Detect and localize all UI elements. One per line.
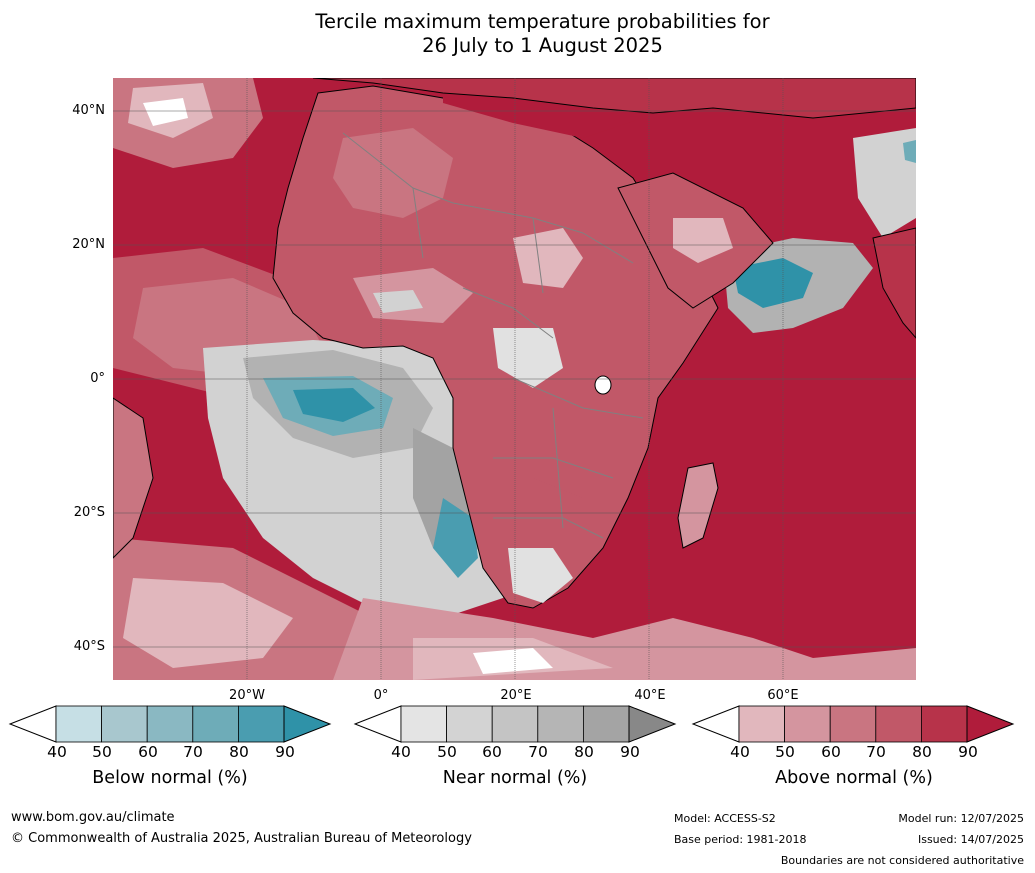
cbar-tick: 60 bbox=[482, 743, 502, 761]
iran-below bbox=[903, 140, 916, 163]
iran-near bbox=[853, 128, 916, 238]
europe-coast bbox=[312, 78, 916, 119]
base-period-text: Base period: 1981-2018 bbox=[674, 833, 807, 846]
lat-label-40s: 40°S bbox=[73, 639, 105, 654]
cbar-tick: 70 bbox=[528, 743, 548, 761]
colorbar-near-svg bbox=[353, 705, 677, 743]
arabian-sea-below bbox=[733, 258, 813, 308]
south-atlantic-below-strong bbox=[293, 388, 375, 422]
colorbar-above bbox=[691, 705, 1015, 743]
lon-label-20e: 20°E bbox=[500, 688, 532, 703]
lon-label-20w: 20°W bbox=[229, 688, 265, 703]
colorbar-segment bbox=[738, 705, 785, 743]
issued-text: Issued: 14/07/2025 bbox=[917, 833, 1024, 846]
colorbar-segment bbox=[875, 705, 922, 743]
atlantic-north-white bbox=[143, 98, 188, 126]
title-line-2: 26 July to 1 August 2025 bbox=[422, 34, 663, 57]
colorbar-segment bbox=[784, 705, 831, 743]
colorbar-over-arrow bbox=[966, 705, 1015, 743]
lat-label-20n: 20°N bbox=[72, 237, 105, 252]
colorbar-near bbox=[353, 705, 677, 743]
cbar-tick: 40 bbox=[730, 743, 750, 761]
cbar-tick: 90 bbox=[958, 743, 978, 761]
country-borders bbox=[342, 132, 644, 539]
lake-victoria bbox=[594, 375, 612, 395]
sahara-west-patch bbox=[333, 128, 453, 218]
madagascar bbox=[677, 462, 719, 549]
colorbar-over-arrow bbox=[628, 705, 677, 743]
colorbar-segment bbox=[829, 705, 877, 743]
west-africa-near bbox=[373, 290, 423, 313]
probability-map bbox=[113, 78, 916, 680]
colorbar-segment bbox=[192, 705, 239, 743]
colorbar-segment bbox=[920, 705, 968, 743]
website-link[interactable]: www.bom.gov.au/climate bbox=[11, 810, 175, 825]
cbar-tick: 70 bbox=[183, 743, 203, 761]
cbar-tick: 90 bbox=[275, 743, 295, 761]
colorbar-under-arrow bbox=[353, 705, 402, 743]
central-africa-near bbox=[493, 328, 563, 388]
colorbar-segment bbox=[491, 705, 539, 743]
cbar-tick: 40 bbox=[47, 743, 67, 761]
colorbar-segment bbox=[400, 705, 447, 743]
legend-title-below: Below normal (%) bbox=[92, 768, 248, 788]
colorbar-under-arrow bbox=[8, 705, 57, 743]
legend-title-above: Above normal (%) bbox=[775, 768, 933, 788]
benguela-below bbox=[433, 498, 478, 578]
map-panel bbox=[113, 78, 916, 680]
lat-label-0: 0° bbox=[90, 371, 105, 386]
cbar-tick: 50 bbox=[92, 743, 112, 761]
arabia-light bbox=[673, 218, 733, 263]
colorbar-segment bbox=[582, 705, 630, 743]
legend-title-near: Near normal (%) bbox=[442, 768, 588, 788]
south-africa-near bbox=[508, 548, 573, 603]
central-south-patch bbox=[533, 388, 613, 498]
title-line-1: Tercile maximum temperature probabilitie… bbox=[315, 10, 770, 33]
colorbar-below bbox=[8, 705, 332, 743]
south-america-edge bbox=[113, 397, 154, 559]
cbar-tick: 80 bbox=[912, 743, 932, 761]
sahel-light-patch bbox=[513, 228, 583, 288]
colorbar-over-arrow bbox=[283, 705, 332, 743]
model-text: Model: ACCESS-S2 bbox=[674, 812, 776, 825]
graticule bbox=[113, 78, 916, 680]
colorbar-segment bbox=[101, 705, 148, 743]
lon-label-60e: 60°E bbox=[767, 688, 799, 703]
cbar-tick: 90 bbox=[620, 743, 640, 761]
india-edge bbox=[872, 227, 916, 339]
chart-title: Tercile maximum temperature probabilitie… bbox=[0, 10, 1035, 58]
cbar-tick: 50 bbox=[775, 743, 795, 761]
cbar-tick: 40 bbox=[391, 743, 411, 761]
lat-label-20s: 20°S bbox=[73, 505, 105, 520]
colorbar-below-svg bbox=[8, 705, 332, 743]
colorbar-segment bbox=[446, 705, 493, 743]
southern-ocean-white bbox=[473, 648, 553, 674]
copyright-text: © Commonwealth of Australia 2025, Austra… bbox=[11, 831, 472, 846]
lat-label-40n: 40°N bbox=[72, 103, 105, 118]
cbar-tick: 80 bbox=[574, 743, 594, 761]
southern-ocean-light bbox=[123, 578, 293, 668]
colorbar-under-arrow bbox=[691, 705, 740, 743]
cbar-tick: 70 bbox=[866, 743, 886, 761]
cbar-tick: 60 bbox=[138, 743, 158, 761]
model-run-text: Model run: 12/07/2025 bbox=[898, 812, 1024, 825]
cbar-tick: 80 bbox=[229, 743, 249, 761]
lon-label-40e: 40°E bbox=[634, 688, 666, 703]
colorbar-above-svg bbox=[691, 705, 1015, 743]
cbar-tick: 60 bbox=[821, 743, 841, 761]
colorbar-segment bbox=[537, 705, 584, 743]
cbar-tick: 50 bbox=[437, 743, 457, 761]
colorbar-segment bbox=[237, 705, 285, 743]
colorbar-segment bbox=[55, 705, 102, 743]
disclaimer-text: Boundaries are not considered authoritat… bbox=[780, 854, 1024, 867]
colorbar-segment bbox=[146, 705, 194, 743]
lon-label-0: 0° bbox=[373, 688, 389, 703]
